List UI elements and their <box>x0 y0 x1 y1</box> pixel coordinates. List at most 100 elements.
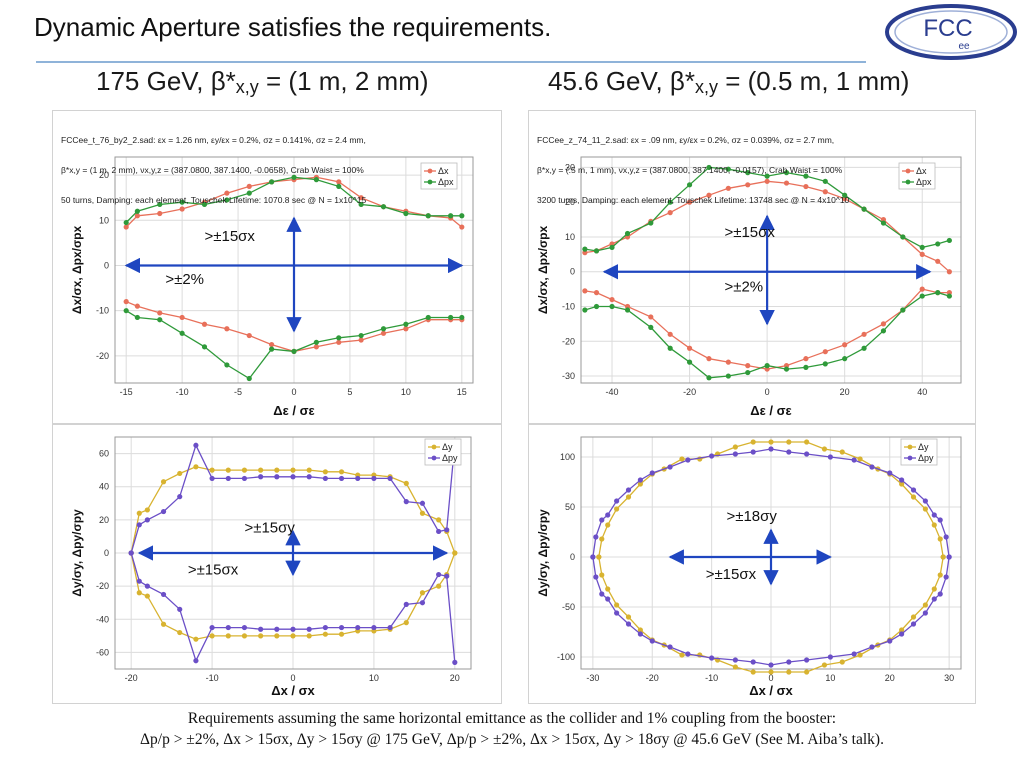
data-point <box>425 314 431 321</box>
data-point <box>706 192 712 198</box>
y-tick-label: 100 <box>560 452 575 462</box>
data-point <box>582 307 588 313</box>
data-point <box>803 183 809 190</box>
data-point <box>822 178 828 184</box>
data-point <box>900 234 906 240</box>
x-tick-label: 5 <box>347 387 352 397</box>
data-point <box>857 456 863 462</box>
data-point <box>258 467 264 473</box>
requirement-annotation: >±2% <box>724 279 763 296</box>
data-point <box>144 517 150 523</box>
x-tick-label: -20 <box>125 673 138 683</box>
data-point <box>274 633 280 639</box>
data-point <box>745 369 751 376</box>
data-point <box>922 498 928 504</box>
data-point <box>593 248 600 254</box>
data-point <box>322 624 328 631</box>
data-point <box>179 314 185 321</box>
data-point <box>241 467 248 473</box>
x-tick-label: 0 <box>291 387 296 397</box>
data-point <box>786 449 792 455</box>
data-point <box>436 528 442 535</box>
data-point <box>425 213 431 219</box>
chart-bottom-left: -20 -10 0 10 20 -60 -40 -20 0 20 40 60 Δx / σx Δy/σy,… <box>52 424 502 704</box>
y-tick-label: -20 <box>96 581 109 591</box>
data-point <box>134 208 140 214</box>
data-point <box>725 373 731 379</box>
data-point <box>919 244 925 250</box>
data-point <box>679 456 685 462</box>
data-point <box>193 442 199 448</box>
data-point <box>764 363 770 369</box>
y-axis-label: Δx/σx, Δpx/σpx <box>536 225 550 314</box>
data-point <box>306 474 312 480</box>
data-point <box>444 527 450 533</box>
data-point <box>937 591 943 597</box>
data-point <box>842 192 848 198</box>
legend-label: Δpy <box>918 453 934 463</box>
data-point <box>783 170 790 176</box>
data-point <box>869 464 875 470</box>
data-point <box>624 230 631 237</box>
data-point <box>943 534 949 540</box>
data-point <box>786 439 792 445</box>
data-point <box>880 328 887 334</box>
y-tick-label: -100 <box>557 652 575 662</box>
data-point <box>869 644 875 650</box>
data-point <box>842 342 848 348</box>
x-tick-label: 0 <box>765 387 770 397</box>
data-point <box>725 359 731 365</box>
data-point <box>768 439 774 445</box>
legend-marker <box>427 179 433 185</box>
data-point <box>706 356 712 362</box>
data-point <box>193 464 199 470</box>
data-point <box>209 467 215 473</box>
data-point <box>436 571 442 578</box>
data-point <box>436 583 442 589</box>
data-point <box>380 330 387 336</box>
data-point <box>144 583 150 589</box>
data-point <box>910 487 917 493</box>
data-point <box>582 288 588 294</box>
x-tick-label: 10 <box>825 673 835 683</box>
y-axis-label: Δx/σx, Δpx/σpx <box>70 225 84 314</box>
legend-marker <box>431 455 437 461</box>
data-point <box>403 480 409 486</box>
x-tick-label: 20 <box>840 387 850 397</box>
data-point <box>306 467 312 473</box>
data-point <box>128 550 134 556</box>
data-point <box>946 237 952 244</box>
data-point <box>624 307 631 313</box>
data-point <box>910 614 917 620</box>
data-point <box>910 494 917 500</box>
legend-marker <box>905 179 911 185</box>
data-point <box>358 337 364 343</box>
data-point <box>667 644 673 650</box>
data-point <box>899 477 905 483</box>
data-point <box>706 164 712 171</box>
chart-svg: -15 -10 -5 0 5 10 15 -20 -10 0 10 20 Δε / σε Δx/σx, Δ… <box>70 156 474 418</box>
data-point <box>225 633 231 639</box>
data-point <box>336 183 342 189</box>
data-point <box>448 213 454 219</box>
y-tick-label: -10 <box>562 302 575 312</box>
data-point <box>931 596 937 602</box>
data-point <box>452 659 458 665</box>
data-point <box>593 303 600 310</box>
data-point <box>686 199 693 205</box>
left-heading: 175 GeV, β*x,y = (1 m, 2 mm) <box>96 66 429 97</box>
requirement-annotation: >±15σx <box>188 562 239 579</box>
y-tick-label: -20 <box>562 336 575 346</box>
data-point <box>593 290 600 296</box>
data-point <box>649 470 655 476</box>
data-point <box>732 657 738 663</box>
data-point <box>745 170 751 176</box>
data-point <box>358 332 364 339</box>
data-point <box>123 308 129 314</box>
data-point <box>614 610 620 616</box>
x-tick-label: 0 <box>768 673 773 683</box>
y-tick-label: 20 <box>565 197 575 207</box>
data-point <box>593 534 599 540</box>
data-point <box>459 224 465 230</box>
